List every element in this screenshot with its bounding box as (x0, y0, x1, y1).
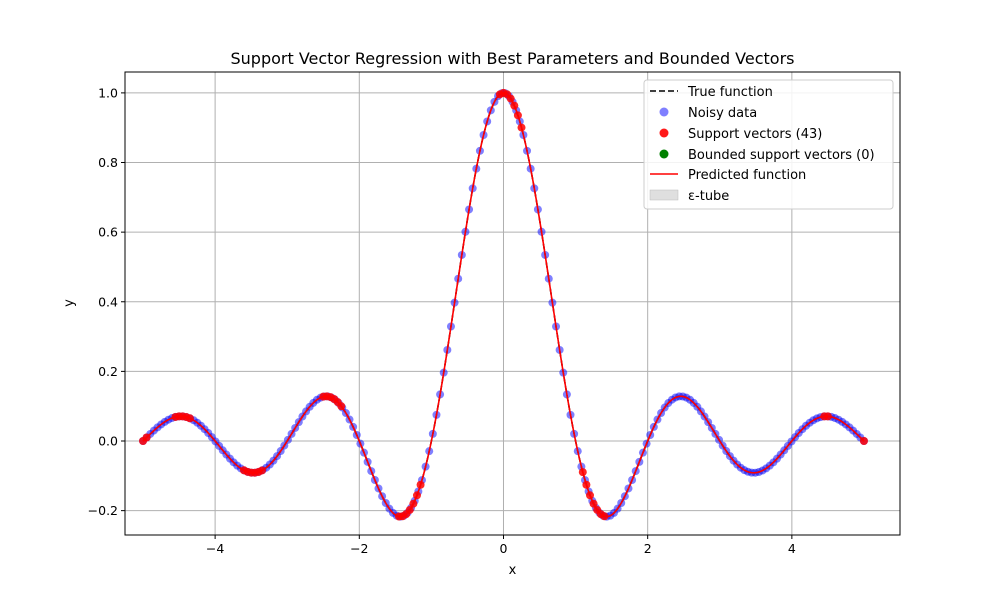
legend-swatch-noisy-data (659, 107, 669, 117)
legend-label-epsilon-tube: ε-tube (688, 189, 729, 204)
x-tick-label: 2 (644, 541, 652, 556)
legend-swatch-support-vectors (659, 128, 669, 138)
x-tick-label: 0 (500, 541, 508, 556)
legend-label-true-function: True function (687, 85, 773, 100)
legend: True function Noisy data Support vectors… (643, 79, 894, 210)
y-tick-label: 0.8 (98, 155, 118, 170)
x-ticks: −4 −2 0 2 4 (206, 535, 796, 556)
predicted-function-path (142, 92, 865, 518)
y-tick-label: −0.2 (88, 503, 118, 518)
predicted-function-line (142, 92, 865, 518)
y-tick-label: 0.2 (98, 364, 118, 379)
x-tick-label: 4 (788, 541, 796, 556)
x-tick-label: −4 (206, 541, 224, 556)
legend-swatch-epsilon-tube (649, 189, 679, 201)
x-axis-label: x (509, 563, 517, 578)
y-tick-label: 0.6 (98, 225, 118, 240)
x-tick-label: −2 (350, 541, 368, 556)
y-ticks: −0.2 0.0 0.2 0.4 0.6 0.8 1.0 (88, 85, 125, 518)
y-tick-label: 0.4 (98, 294, 118, 309)
legend-box (643, 79, 894, 210)
plot-frame (124, 71, 901, 536)
legend-label-support-vectors: Support vectors (43) (688, 127, 822, 142)
y-tick-label: 1.0 (98, 85, 118, 100)
legend-label-noisy-data: Noisy data (688, 106, 757, 121)
y-tick-label: 0.0 (98, 434, 118, 449)
chart-title: Support Vector Regression with Best Para… (230, 49, 794, 68)
legend-label-predicted-function: Predicted function (688, 168, 806, 183)
legend-swatch-bounded-support-vectors (659, 149, 669, 159)
legend-label-bounded-support-vectors: Bounded support vectors (0) (688, 148, 875, 163)
y-axis-label: y (62, 299, 77, 307)
